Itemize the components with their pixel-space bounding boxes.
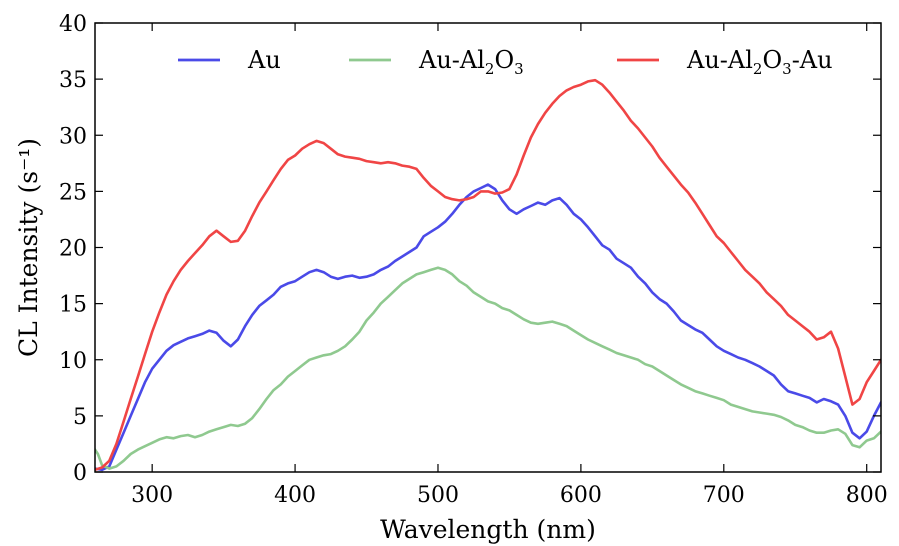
series-line-0 <box>95 183 881 472</box>
x-tick-label: 800 <box>846 483 888 508</box>
x-axis-ticks: 300 400 500 600 700 800 <box>131 23 888 508</box>
x-tick-label: 700 <box>703 483 745 508</box>
x-tick-label: 400 <box>274 483 316 508</box>
legend-label-2: Au-Al2O3-Au <box>686 46 833 78</box>
y-tick-label: 25 <box>59 180 87 205</box>
y-tick-label: 0 <box>73 461 87 486</box>
y-tick-label: 15 <box>59 293 87 318</box>
x-tick-label: 300 <box>131 483 173 508</box>
plot-content <box>95 78 881 472</box>
y-tick-label: 35 <box>59 68 87 93</box>
legend: Au Au-Al2O3 Au-Al2O3-Au <box>178 46 833 78</box>
plot-frame <box>94 22 882 473</box>
y-axis-ticks: 0 5 10 15 20 25 30 35 40 <box>59 12 881 486</box>
legend-label-1: Au-Al2O3 <box>418 46 524 78</box>
y-tick-label: 20 <box>59 237 87 262</box>
x-axis-title: Wavelength (nm) <box>380 515 596 544</box>
y-tick-label: 10 <box>59 349 87 374</box>
legend-label-0: Au <box>247 46 281 74</box>
y-tick-label: 5 <box>73 405 87 430</box>
x-tick-label: 500 <box>417 483 459 508</box>
y-tick-label: 40 <box>59 12 87 37</box>
series-line-2 <box>95 78 881 472</box>
series-line-1 <box>95 266 881 470</box>
x-tick-label: 600 <box>560 483 602 508</box>
y-tick-label: 30 <box>59 124 87 149</box>
y-axis-title: CL Intensity (s⁻¹) <box>14 138 43 357</box>
